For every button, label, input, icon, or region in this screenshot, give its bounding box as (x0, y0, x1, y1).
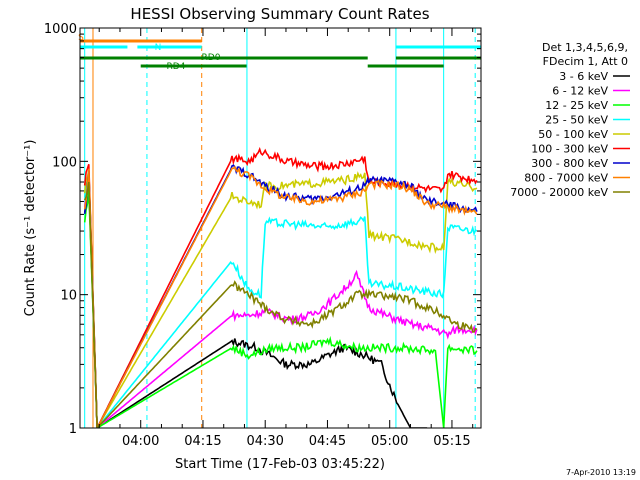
x-tick-label: 05:15 (433, 434, 470, 449)
x-tick-label: 04:00 (122, 434, 159, 449)
y-tick-label: 10 (60, 289, 77, 304)
x-tick-label: 04:30 (246, 434, 283, 449)
y-tick-label: 1000 (44, 22, 77, 37)
status-bar-label: S (78, 33, 84, 43)
y-tick-label: 100 (52, 155, 77, 170)
legend-entry: 300 - 800 keV (531, 157, 608, 170)
status-bar-label: RD4 (167, 62, 186, 72)
series-line (83, 165, 478, 428)
legend-entry: 7000 - 20000 keV (510, 186, 608, 199)
x-axis-label: Start Time (17-Feb-03 03:45:22) (175, 457, 385, 472)
legend-entry: 50 - 100 keV (538, 128, 608, 141)
legend: Det 1,3,4,5,6,9,FDecim 1, Att 0 3 - 6 keV… (510, 41, 630, 199)
legend-entry: 12 - 25 keV (545, 99, 608, 112)
x-tick-label: 05:00 (371, 434, 408, 449)
legend-entry: 25 - 50 keV (545, 114, 608, 127)
series-line (83, 174, 478, 428)
plot-frame (79, 27, 482, 429)
series-line (83, 181, 478, 428)
status-bar-label: N (155, 43, 162, 53)
series-line (83, 181, 428, 428)
legend-entry: 100 - 300 keV (531, 143, 608, 156)
x-tick-label: 04:45 (309, 434, 346, 449)
legend-header: Det 1,3,4,5,6,9, (542, 41, 628, 54)
series-line (83, 190, 478, 428)
legend-entry: 6 - 12 keV (552, 85, 608, 98)
series-line (83, 170, 478, 428)
generation-timestamp: 7-Apr-2010 13:19 (566, 468, 636, 477)
chart-title: HESSI Observing Summary Count Rates (130, 5, 429, 23)
status-bar-label: RD0 (202, 53, 221, 63)
legend-entry: 800 - 7000 keV (524, 172, 608, 185)
x-tick-label: 04:15 (184, 434, 221, 449)
legend-header: FDecim 1, Att 0 (543, 55, 628, 68)
y-axis-label: Count Rate (s⁻¹ detector⁻¹) (23, 140, 38, 317)
legend-entry: 3 - 6 keV (559, 70, 608, 83)
y-tick-label: 1 (69, 422, 77, 437)
